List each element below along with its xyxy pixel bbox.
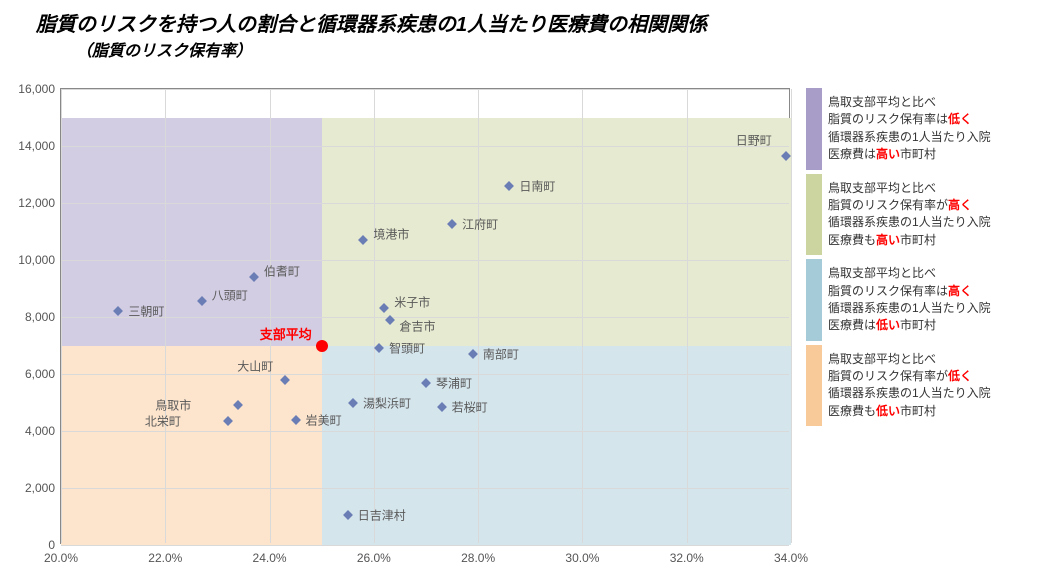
gridline (61, 203, 789, 204)
y-tick-label: 12,000 (5, 196, 55, 210)
scatter-plot: 20.0%22.0%24.0%26.0%28.0%30.0%32.0%34.0%… (60, 88, 790, 544)
chart-title: 脂質のリスクを持つ人の割合と循環器系疾患の1人当たり医療費の相関関係 (36, 8, 1043, 37)
legend-swatch (806, 174, 822, 256)
x-tick-label: 20.0% (44, 551, 78, 565)
data-point-label: 大山町 (237, 357, 273, 374)
data-point-label: 日南町 (519, 177, 555, 194)
data-point-label: 三朝町 (128, 303, 164, 320)
legend-item: 鳥取支部平均と比べ脂質のリスク保有率は高く循環器系疾患の1人当たり入院医療費は低… (806, 259, 1034, 341)
data-point-label: 伯耆町 (264, 263, 300, 280)
legend-swatch (806, 259, 822, 341)
legend-item: 鳥取支部平均と比べ脂質のリスク保有率が低く循環器系疾患の1人当たり入院医療費も低… (806, 345, 1034, 427)
gridline (791, 89, 792, 543)
chart-container: 20.0% 22.0% 24.0% 26.0% 28.0% 30.0% 32.0% 34.0%… (0, 80, 1040, 570)
x-tick-label: 22.0% (148, 551, 182, 565)
chart-subtitle: （脂質のリスク保有率） (36, 37, 1043, 61)
average-point (316, 340, 328, 352)
data-point-label: 境港市 (373, 226, 409, 243)
gridline (61, 545, 789, 546)
x-tick-label: 28.0% (461, 551, 495, 565)
x-tick-label: 32.0% (670, 551, 704, 565)
gridline (270, 89, 271, 543)
data-point-label: 八頭町 (212, 287, 248, 304)
y-tick-label: 10,000 (5, 253, 55, 267)
gridline (61, 488, 789, 489)
gridline (61, 374, 789, 375)
gridline (61, 260, 789, 261)
x-tick-label: 26.0% (357, 551, 391, 565)
y-tick-label: 14,000 (5, 139, 55, 153)
gridline (478, 89, 479, 543)
y-tick-label: 8,000 (5, 310, 55, 324)
x-tick-label: 30.0% (565, 551, 599, 565)
gridline (61, 89, 789, 90)
gridline (165, 89, 166, 543)
data-point-label: 琴浦町 (436, 374, 472, 391)
gridline (374, 89, 375, 543)
data-point-label: 南部町 (483, 346, 519, 363)
legend-text: 鳥取支部平均と比べ脂質のリスク保有率は低く循環器系疾患の1人当たり入院医療費は高… (822, 88, 991, 170)
legend-text: 鳥取支部平均と比べ脂質のリスク保有率が低く循環器系疾患の1人当たり入院医療費も低… (822, 345, 991, 427)
gridline (61, 89, 62, 543)
data-point-label: 倉吉市 (400, 317, 436, 334)
gridline (61, 146, 789, 147)
gridline (687, 89, 688, 543)
y-tick-label: 2,000 (5, 481, 55, 495)
legend-text: 鳥取支部平均と比べ脂質のリスク保有率は高く循環器系疾患の1人当たり入院医療費は低… (822, 259, 991, 341)
data-point-label: 若桜町 (452, 398, 488, 415)
legend-swatch (806, 345, 822, 427)
gridline (61, 431, 789, 432)
data-point-label: 米子市 (394, 294, 430, 311)
legend-item: 鳥取支部平均と比べ脂質のリスク保有率は低く循環器系疾患の1人当たり入院医療費は高… (806, 88, 1034, 170)
y-tick-label: 4,000 (5, 424, 55, 438)
data-point-label: 湯梨浜町 (363, 394, 411, 411)
data-point-label: 日野町 (736, 131, 772, 148)
average-label: 支部平均 (260, 324, 312, 343)
x-tick-label: 34.0% (774, 551, 808, 565)
y-tick-label: 0 (5, 538, 55, 552)
data-point-label: 鳥取市 (155, 397, 191, 414)
quadrant (61, 346, 322, 546)
data-point-label: 北栄町 (145, 413, 181, 430)
y-tick-label: 6,000 (5, 367, 55, 381)
x-tick-label: 24.0% (253, 551, 287, 565)
legend-swatch (806, 88, 822, 170)
quadrant (61, 118, 322, 346)
data-point-label: 岩美町 (306, 411, 342, 428)
data-point-label: 日吉津村 (358, 507, 406, 524)
legend: 鳥取支部平均と比べ脂質のリスク保有率は低く循環器系疾患の1人当たり入院医療費は高… (806, 88, 1034, 430)
y-tick-label: 16,000 (5, 82, 55, 96)
legend-text: 鳥取支部平均と比べ脂質のリスク保有率が高く循環器系疾患の1人当たり入院医療費も高… (822, 174, 991, 256)
data-point-label: 江府町 (462, 216, 498, 233)
gridline (582, 89, 583, 543)
data-point-label: 智頭町 (389, 340, 425, 357)
legend-item: 鳥取支部平均と比べ脂質のリスク保有率が高く循環器系疾患の1人当たり入院医療費も高… (806, 174, 1034, 256)
